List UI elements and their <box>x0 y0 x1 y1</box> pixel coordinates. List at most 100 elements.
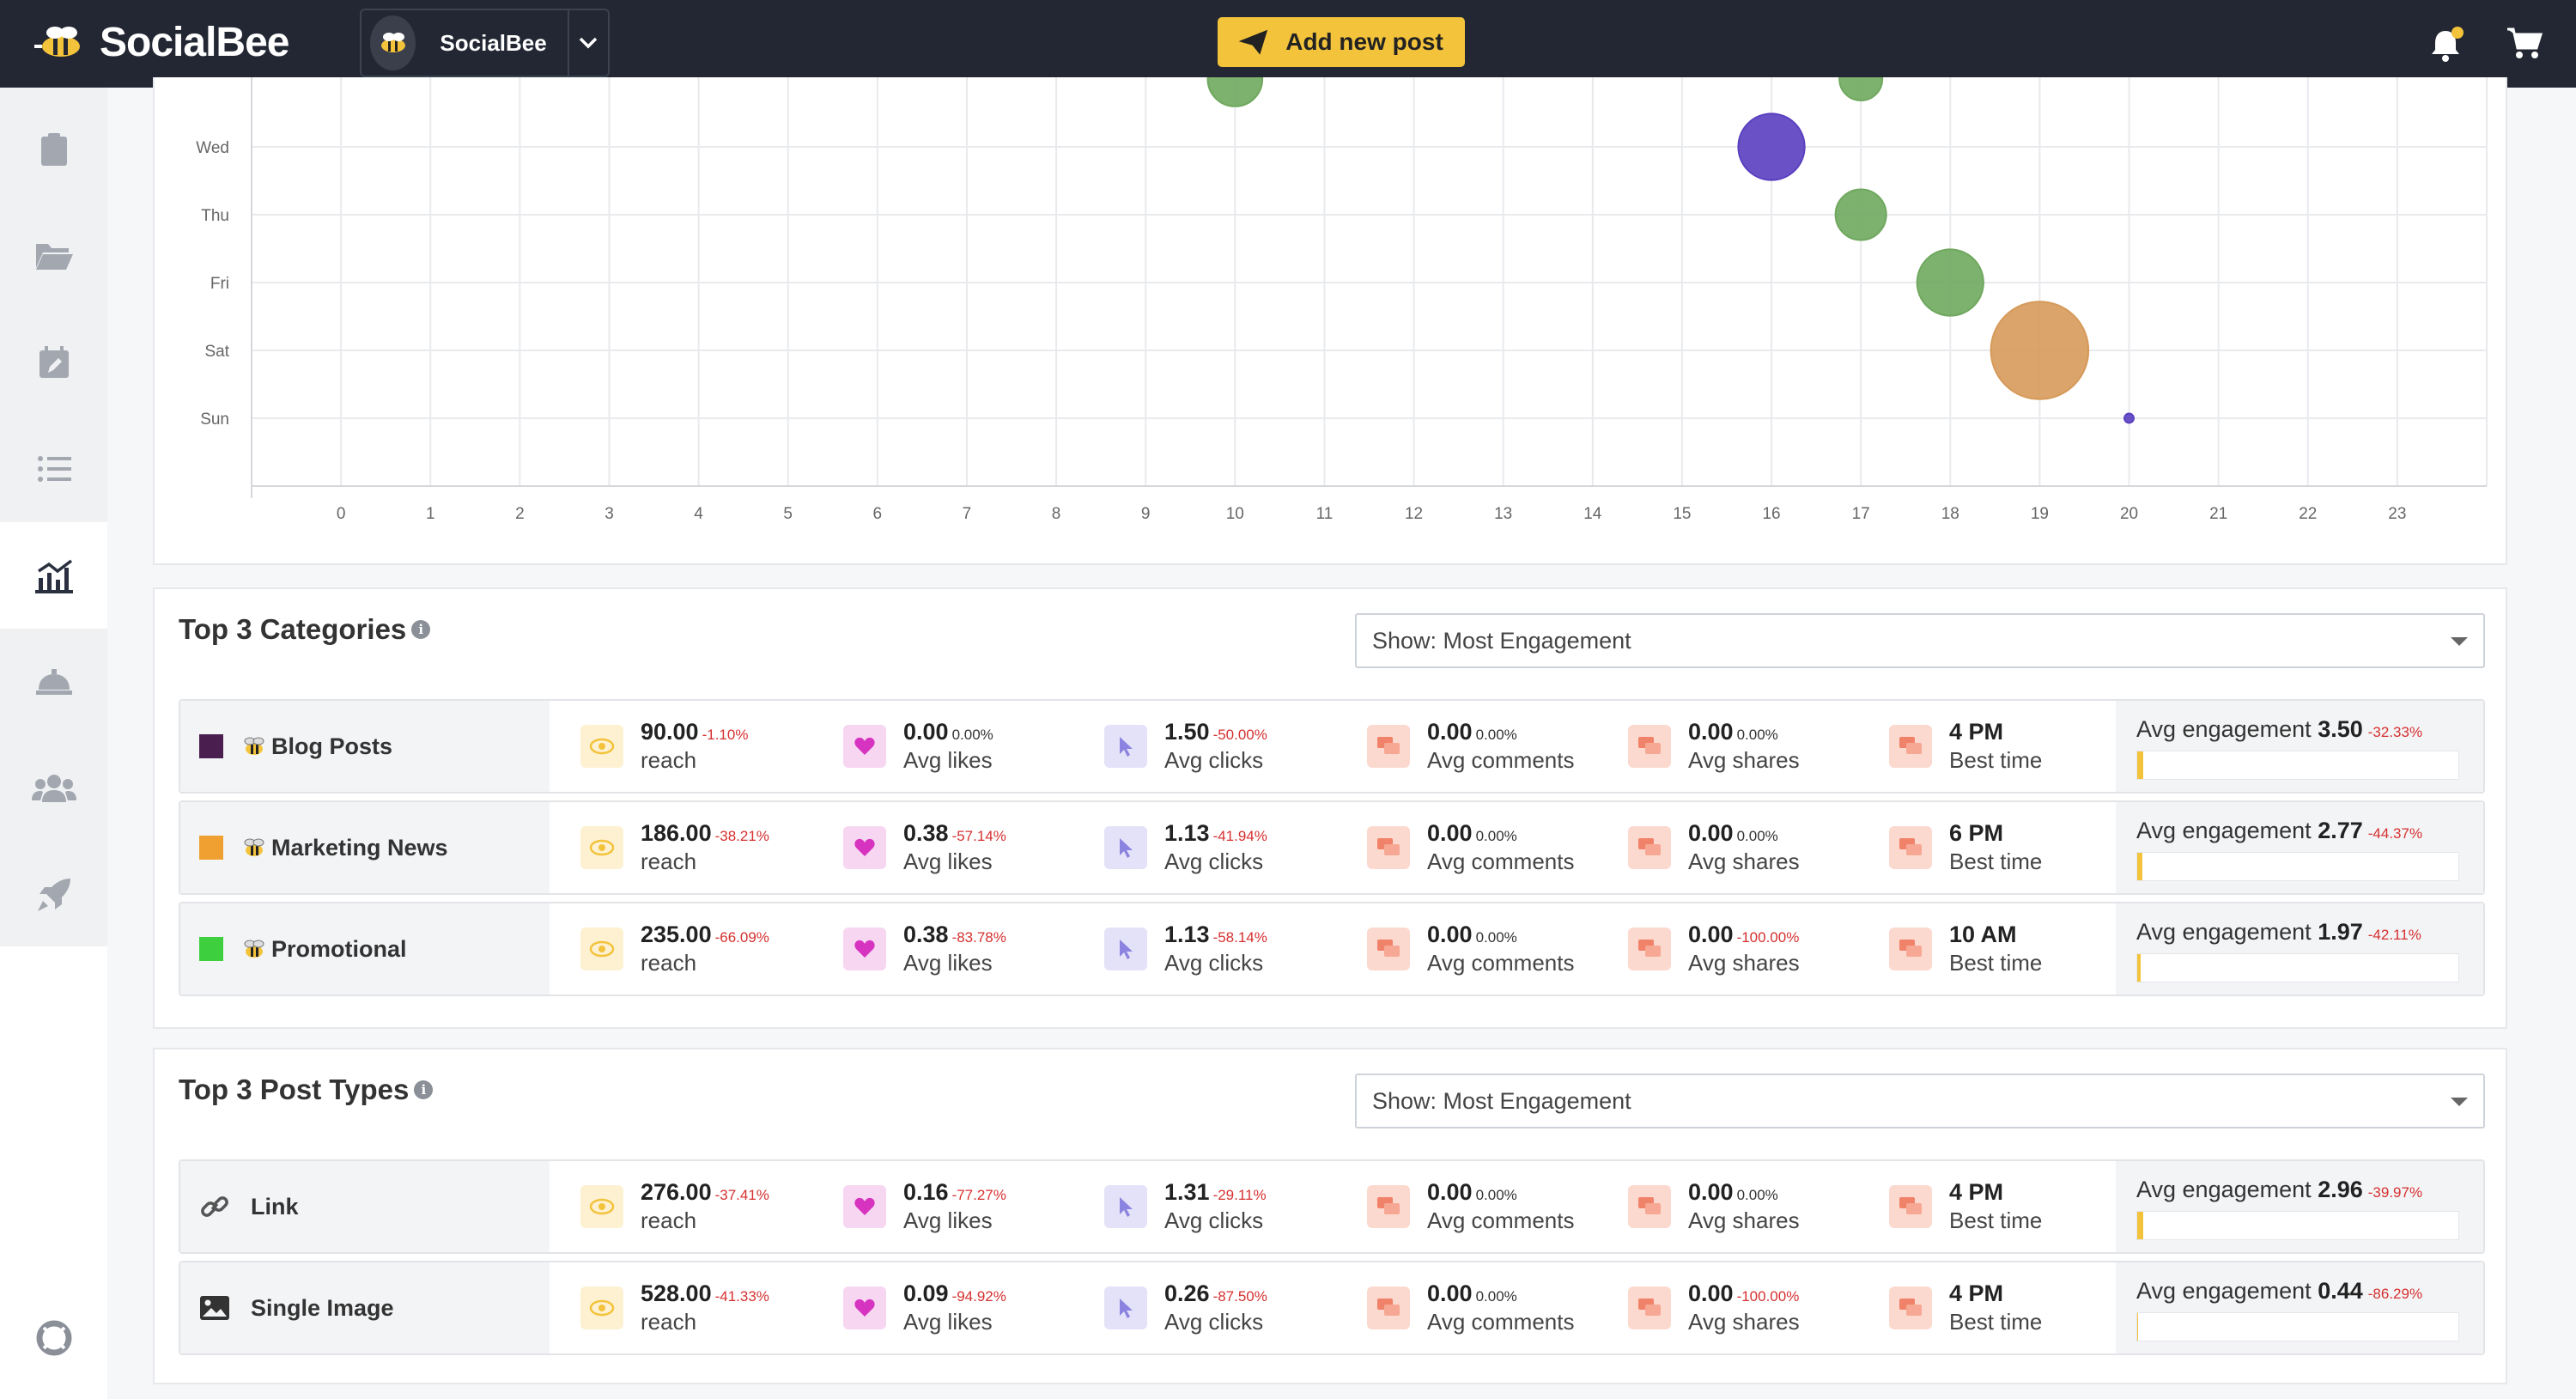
add-new-post-button[interactable]: Add new post <box>1218 17 1465 67</box>
category-row: Marketing News 186.00 -38.21% reach 0.38-… <box>179 800 2485 895</box>
bee-logo-icon <box>34 26 80 57</box>
avg-engagement-bar <box>2136 953 2459 982</box>
best-value: 6 PM <box>1949 820 2004 846</box>
reach-change: -41.33% <box>714 1288 769 1305</box>
workspace-name: SocialBee <box>440 29 547 56</box>
likes-change: -77.27% <box>951 1187 1006 1203</box>
post-types-sort-select[interactable]: Show: Most Engagement <box>1355 1074 2485 1128</box>
likes-metric: 0.38 -57.14% Avg likes <box>843 818 1006 878</box>
best-label: Best time <box>1949 950 2043 976</box>
comments-value: 0.00 <box>1427 922 1473 947</box>
best-label: Best time <box>1949 747 2043 773</box>
category-row: Promotional 235.00 -66.09% reach 0.38 -83.… <box>179 902 2485 996</box>
cart-button[interactable] <box>2506 26 2543 64</box>
comments-metric: 0.00 0.00% Avg comments <box>1367 919 1574 979</box>
clicks-metric: 1.50 -50.00% Avg clicks <box>1104 716 1267 776</box>
shares-icon <box>1628 826 1671 869</box>
row-name-cell[interactable]: Marketing News <box>180 802 550 893</box>
sidebar-item-analytics[interactable] <box>0 522 107 629</box>
workspace-switcher[interactable]: SocialBee <box>360 9 610 77</box>
clicks-label: Avg clicks <box>1164 1207 1264 1233</box>
categories-sort-select[interactable]: Show: Most Engagement <box>1355 613 2485 668</box>
sidebar-item-posts[interactable] <box>0 96 107 203</box>
sidebar-item-team[interactable] <box>0 735 107 842</box>
comments-value: 0.00 <box>1427 820 1473 846</box>
shares-icon <box>1628 1286 1671 1329</box>
bubble-point[interactable] <box>1834 188 1887 241</box>
shares-metric: 0.00 -100.00% Avg shares <box>1628 1278 1800 1338</box>
reach-label: reach <box>641 1309 697 1335</box>
sidebar-item-services[interactable] <box>0 629 107 735</box>
bubble-point[interactable] <box>1916 248 1984 317</box>
sidebar-item-growth[interactable] <box>0 842 107 948</box>
best-metric: 4 PM Best time <box>1889 1278 2042 1338</box>
cursor-icon <box>1104 1185 1147 1228</box>
sidebar-item-queue[interactable] <box>0 416 107 522</box>
bubble-point[interactable] <box>1737 113 1806 181</box>
image-icon <box>200 1296 229 1320</box>
clicks-change: -50.00% <box>1212 727 1267 743</box>
shares-change: 0.00% <box>1736 1187 1778 1203</box>
bubble-point[interactable] <box>1206 77 1264 107</box>
users-icon <box>31 775 76 802</box>
caret-down-icon <box>2451 637 2468 646</box>
row-name-cell[interactable]: Single Image <box>180 1262 550 1353</box>
avg-engagement-label: Avg engagement <box>2136 716 2312 742</box>
workspace-dropdown-toggle[interactable] <box>567 10 608 76</box>
avg-engagement-change: -32.33% <box>2367 724 2423 740</box>
best-time-icon <box>1889 928 1932 970</box>
clicks-metric: 1.31 -29.11% Avg clicks <box>1104 1177 1267 1237</box>
x-tick-label: 20 <box>2120 505 2138 523</box>
best-label: Best time <box>1949 849 2043 874</box>
row-name-cell[interactable]: Blog Posts <box>180 701 550 792</box>
category-row: Blog Posts 90.00 -1.10% reach 0.00 0.00% A… <box>179 699 2485 794</box>
x-tick-label: 4 <box>694 505 703 523</box>
sidebar-item-schedule[interactable] <box>0 309 107 416</box>
bubble-point[interactable] <box>1838 77 1884 101</box>
shares-change: -100.00% <box>1736 929 1800 946</box>
rocket-icon <box>37 879 70 911</box>
notifications-button[interactable] <box>2428 26 2466 68</box>
shares-value: 0.00 <box>1688 1179 1734 1205</box>
logo-text: SocialBee <box>100 20 289 65</box>
comments-change: 0.00% <box>1475 929 1517 946</box>
avg-engagement-bar <box>2136 852 2459 881</box>
x-tick-label: 6 <box>873 505 883 523</box>
best-time-icon <box>1889 725 1932 768</box>
row-name-cell[interactable]: Promotional <box>180 903 550 995</box>
likes-label: Avg likes <box>903 747 993 773</box>
bee-icon <box>380 33 405 52</box>
shares-value: 0.00 <box>1688 1280 1734 1306</box>
shares-metric: 0.00 0.00% Avg shares <box>1628 716 1800 776</box>
likes-value: 0.09 <box>903 1280 949 1306</box>
shares-value: 0.00 <box>1688 820 1734 846</box>
shares-metric: 0.00 0.00% Avg shares <box>1628 818 1800 878</box>
clicks-change: -41.94% <box>1212 828 1267 844</box>
avg-engagement-bar-fill <box>2137 1313 2139 1341</box>
post-types-sort-value: Show: Most Engagement <box>1372 1087 1631 1114</box>
clipboard-icon <box>40 133 67 166</box>
comments-value: 0.00 <box>1427 719 1473 745</box>
bubble-point[interactable] <box>1990 301 2090 400</box>
logo[interactable]: SocialBee <box>34 19 289 66</box>
clicks-label: Avg clicks <box>1164 849 1264 874</box>
info-icon[interactable]: i <box>414 1080 434 1099</box>
best-time-icon <box>1889 1185 1932 1228</box>
reach-change: -1.10% <box>702 727 749 743</box>
reach-value: 276.00 <box>641 1179 712 1205</box>
bubble-point[interactable] <box>2123 412 2135 424</box>
clicks-value: 1.13 <box>1164 922 1210 947</box>
avg-engagement-bar-fill <box>2137 954 2142 982</box>
sidebar-item-help[interactable] <box>0 1285 107 1391</box>
folder-icon <box>35 244 73 270</box>
avg-engagement-value: 3.50 <box>2318 716 2363 742</box>
info-icon[interactable]: i <box>411 620 431 639</box>
sidebar-item-content[interactable] <box>0 203 107 309</box>
reach-value: 528.00 <box>641 1280 712 1306</box>
shares-label: Avg shares <box>1688 849 1800 874</box>
x-tick-label: 19 <box>2031 505 2049 523</box>
comments-metric: 0.00 0.00% Avg comments <box>1367 1278 1574 1338</box>
row-name-cell[interactable]: Link <box>180 1161 550 1252</box>
avg-engagement-change: -39.97% <box>2367 1184 2423 1201</box>
best-metric: 10 AM Best time <box>1889 919 2042 979</box>
